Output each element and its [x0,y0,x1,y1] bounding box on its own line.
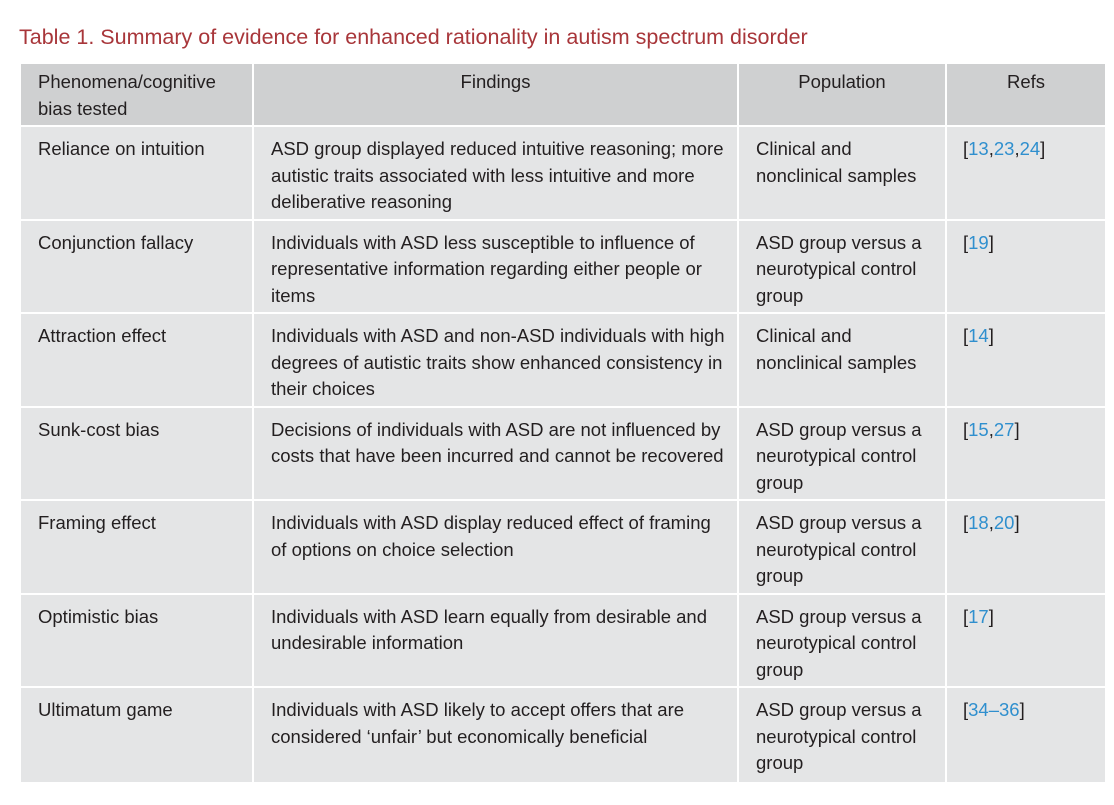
evidence-table: Phenomena/cognitive bias tested Findings… [21,64,1105,782]
table-row: Optimistic bias Individuals with ASD lea… [21,594,1105,688]
ref-link[interactable]: 15 [968,418,989,440]
population-cell: ASD group versus a neurotypical control … [739,688,947,782]
table-row: Ultimatum game Individuals with ASD like… [21,688,1105,782]
ref-separator: , [988,418,994,440]
refs-cell: [15,27] [947,407,1105,501]
ref-link[interactable]: 27 [993,418,1015,440]
ref-link[interactable]: 19 [968,231,989,253]
phenomenon-cell: Optimistic bias [21,594,254,688]
ref-bracket-close: ] [1014,418,1020,440]
population-cell: Clinical and nonclinical samples [739,127,947,221]
findings-cell: Individuals with ASD and non-ASD individ… [254,314,739,408]
population-cell: ASD group versus a neurotypical control … [739,407,947,501]
ref-link[interactable]: 23 [993,138,1015,159]
refs-cell: [19] [947,220,1105,314]
refs-cell: [13,23,24] [947,127,1105,221]
phenomenon-cell: Framing effect [21,501,254,595]
ref-bracket-open: [ [963,699,969,720]
ref-bracket-open: [ [963,512,969,533]
ref-bracket-open: [ [963,605,969,627]
population-cell: ASD group versus a neurotypical control … [739,594,947,688]
findings-cell: Decisions of individuals with ASD are no… [254,407,739,501]
header-refs: Refs [947,64,1105,127]
ref-separator: , [988,512,994,533]
table-row: Framing effect Individuals with ASD disp… [21,501,1105,595]
population-cell: ASD group versus a neurotypical control … [739,220,947,314]
header-phenomena: Phenomena/cognitive bias tested [21,64,254,127]
table-row: Reliance on intuition ASD group displaye… [21,127,1105,221]
ref-bracket-close: ] [1014,512,1020,533]
findings-cell: Individuals with ASD less susceptible to… [254,220,739,314]
findings-cell: Individuals with ASD likely to accept of… [254,688,739,782]
refs-cell: [34–36] [947,688,1105,782]
ref-bracket-open: [ [963,325,969,346]
phenomenon-cell: Sunk-cost bias [21,407,254,501]
ref-bracket-close: ] [988,325,994,346]
ref-link[interactable]: 20 [993,512,1015,533]
refs-cell: [17] [947,594,1105,688]
ref-link[interactable]: 14 [968,325,989,346]
table-row: Conjunction fallacy Individuals with ASD… [21,220,1105,314]
population-cell: Clinical and nonclinical samples [739,314,947,408]
phenomenon-cell: Reliance on intuition [21,127,254,221]
table-row: Attraction effect Individuals with ASD a… [21,314,1105,408]
findings-cell: ASD group displayed reduced intuitive re… [254,127,739,221]
header-population: Population [739,64,947,127]
ref-bracket-close: ] [1019,699,1025,720]
ref-link[interactable]: 17 [968,605,989,627]
findings-cell: Individuals with ASD display reduced eff… [254,501,739,595]
ref-separator: , [988,138,994,159]
ref-bracket-open: [ [963,418,969,440]
ref-bracket-close: ] [1040,138,1046,159]
phenomenon-cell: Conjunction fallacy [21,220,254,314]
phenomenon-cell: Attraction effect [21,314,254,408]
ref-bracket-close: ] [988,231,994,253]
ref-separator: , [1014,138,1020,159]
refs-cell: [14] [947,314,1105,408]
refs-cell: [18,20] [947,501,1105,595]
table-header-row: Phenomena/cognitive bias tested Findings… [21,64,1105,127]
table-row: Sunk-cost bias Decisions of individuals … [21,407,1105,501]
header-findings: Findings [254,64,739,127]
ref-bracket-open: [ [963,231,969,253]
phenomenon-cell: Ultimatum game [21,688,254,782]
ref-link[interactable]: 34–36 [968,699,1020,720]
ref-bracket-open: [ [963,138,969,159]
ref-link[interactable]: 18 [968,512,989,533]
ref-link[interactable]: 13 [968,138,989,159]
ref-bracket-close: ] [988,605,994,627]
findings-cell: Individuals with ASD learn equally from … [254,594,739,688]
population-cell: ASD group versus a neurotypical control … [739,501,947,595]
table-caption: Table 1. Summary of evidence for enhance… [19,25,808,49]
ref-link[interactable]: 24 [1019,138,1041,159]
